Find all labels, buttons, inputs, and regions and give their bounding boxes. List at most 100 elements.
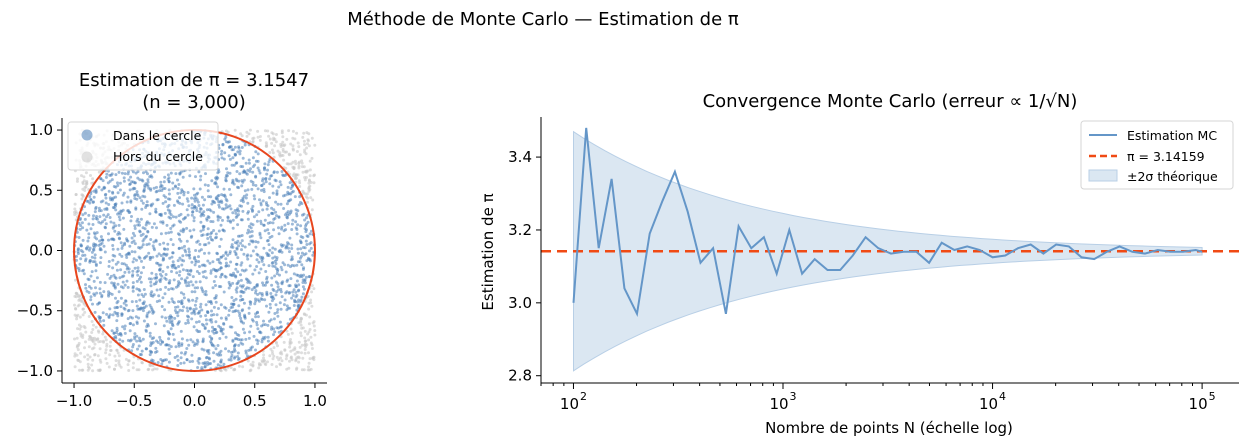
inside-point: [234, 177, 238, 181]
outside-point: [284, 166, 288, 170]
inside-point: [154, 239, 158, 243]
inside-point: [115, 329, 119, 332]
inside-point: [139, 271, 143, 275]
inside-point: [270, 283, 274, 287]
inside-point: [235, 247, 239, 251]
inside-point: [239, 341, 243, 345]
inside-point: [122, 191, 126, 195]
outside-point: [300, 159, 304, 163]
inside-point: [271, 212, 275, 216]
outside-point: [74, 210, 78, 214]
inside-point: [209, 238, 213, 241]
convergence-legend: Estimation MC π = 3.14159 ±2σ théorique: [1080, 120, 1234, 190]
inside-point: [169, 327, 173, 331]
x-tick-label: 10: [979, 395, 998, 413]
outside-point: [303, 339, 307, 343]
inside-point: [203, 183, 207, 187]
inside-point: [289, 258, 293, 262]
inside-point: [245, 354, 249, 358]
inside-point: [222, 157, 226, 161]
outside-point: [92, 323, 95, 327]
outside-point: [304, 152, 308, 156]
outside-point: [232, 368, 236, 372]
inside-point: [236, 270, 240, 274]
inside-point: [192, 228, 196, 232]
inside-point: [104, 201, 108, 205]
inside-point: [250, 209, 254, 213]
outside-point: [262, 359, 266, 363]
x-tick-label: 1.0: [303, 392, 327, 410]
inside-point: [156, 198, 160, 202]
inside-point: [270, 276, 274, 280]
inside-point: [279, 202, 283, 206]
inside-point: [167, 347, 171, 351]
inside-point: [168, 352, 172, 356]
outside-point: [87, 315, 91, 318]
inside-point: [239, 241, 243, 245]
inside-point: [198, 357, 202, 361]
inside-point: [239, 319, 243, 323]
outside-point: [108, 353, 112, 357]
inside-point: [202, 210, 206, 214]
outside-point: [249, 363, 253, 367]
inside-point: [253, 268, 257, 272]
inside-point: [291, 294, 295, 297]
inside-point: [89, 274, 93, 278]
outside-point: [271, 132, 275, 136]
outside-point: [237, 364, 241, 368]
inside-point: [298, 275, 302, 279]
inside-point: [158, 280, 162, 284]
outside-point: [107, 365, 111, 369]
outside-point: [271, 151, 275, 155]
inside-point: [163, 308, 167, 312]
outside-point: [299, 334, 303, 338]
outside-point: [289, 327, 293, 331]
inside-point: [198, 187, 202, 191]
inside-point: [229, 207, 233, 211]
inside-point: [235, 337, 239, 341]
inside-point: [127, 178, 131, 182]
inside-point: [267, 213, 271, 217]
inside-point: [108, 313, 112, 317]
outside-point: [241, 365, 245, 369]
inside-point: [200, 308, 204, 312]
inside-point: [82, 272, 86, 276]
outside-point: [280, 153, 284, 157]
outside-point: [87, 337, 91, 341]
inside-point: [155, 280, 158, 284]
inside-point: [181, 309, 184, 313]
inside-point: [99, 316, 102, 319]
outside-point: [283, 143, 287, 147]
inside-point: [272, 289, 276, 292]
inside-point: [197, 311, 201, 315]
inside-point: [271, 256, 275, 260]
inside-point: [165, 223, 169, 227]
inside-point: [299, 235, 303, 239]
inside-point: [232, 299, 236, 303]
outside-point: [280, 359, 284, 363]
inside-point: [277, 215, 281, 219]
inside-point: [239, 273, 242, 277]
inside-point: [299, 298, 303, 302]
inside-point: [162, 180, 166, 184]
inside-point: [288, 306, 292, 310]
inside-point: [277, 185, 281, 189]
inside-point: [123, 172, 127, 176]
inside-point: [237, 234, 240, 238]
inside-point: [163, 252, 166, 256]
inside-point: [237, 146, 241, 150]
outside-point: [297, 321, 301, 325]
inside-point: [131, 309, 135, 313]
inside-point: [257, 210, 261, 214]
inside-point: [95, 215, 99, 218]
inside-point: [295, 232, 299, 236]
inside-point: [139, 275, 142, 279]
inside-point: [265, 172, 269, 176]
inside-point: [235, 170, 239, 173]
inside-point: [271, 184, 275, 188]
inside-point: [114, 296, 117, 300]
inside-point: [176, 259, 180, 263]
outside-point: [313, 333, 317, 337]
inside-point: [194, 175, 197, 179]
inside-point: [291, 290, 295, 294]
